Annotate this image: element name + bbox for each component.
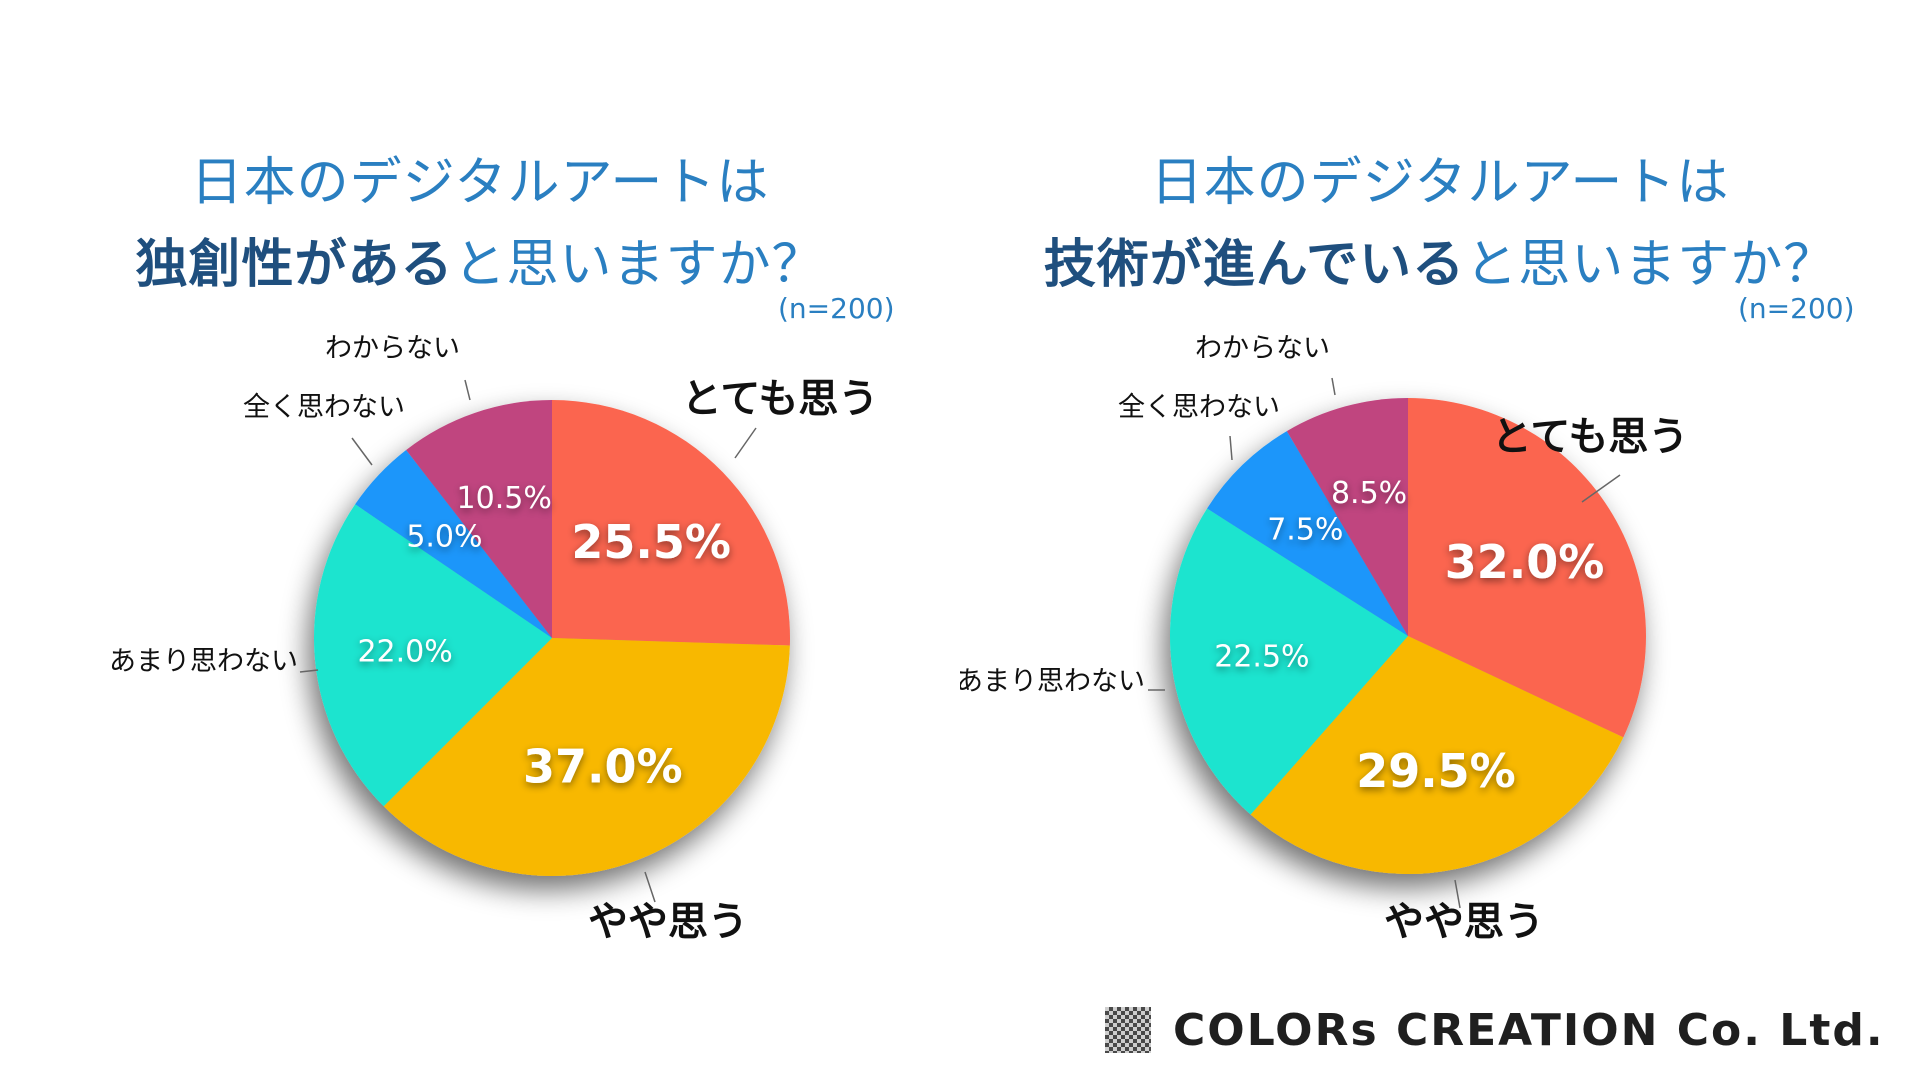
pie-slice — [1250, 636, 1624, 874]
chart-title-emphasis: 技術が進んでいる — [1043, 235, 1466, 295]
chart-title-line2: 独創性があると思いますか？ — [0, 222, 960, 297]
pie-slice — [1286, 398, 1408, 636]
category-label: あまり思わない — [109, 646, 298, 677]
data-label: 10.5% — [457, 481, 552, 516]
data-label: 7.5% — [1267, 513, 1343, 548]
data-label: 37.0% — [523, 739, 683, 793]
company-name: COLORs CREATION Co. Ltd. — [1173, 1004, 1885, 1056]
category-label: やや思う — [588, 899, 748, 945]
category-label: あまり思わない — [960, 666, 1145, 697]
chart-title-emphasis: 独創性がある — [135, 235, 454, 295]
data-label: 8.5% — [1331, 476, 1407, 511]
category-label: やや思う — [1384, 899, 1544, 945]
leader-line — [1454, 879, 1461, 909]
leader-line — [299, 669, 319, 673]
data-label: 29.5% — [1356, 744, 1516, 798]
sample-size: (n=200) — [1738, 292, 1855, 325]
company-logo: COLORs CREATION Co. Ltd. — [1105, 1004, 1885, 1056]
leader-line — [734, 427, 757, 459]
data-label: 22.5% — [1214, 639, 1309, 674]
pie-slice — [314, 504, 552, 807]
leader-line — [464, 379, 471, 401]
chart-title-line2: 技術が進んでいると思いますか？ — [960, 222, 1920, 297]
leader-line — [351, 437, 373, 466]
pie-slice — [1170, 508, 1408, 815]
leader-line — [1581, 474, 1621, 503]
pie-slice — [1408, 398, 1646, 738]
pie-chart: 25.5% とても思う 37.0% やや思う 22.0% あまり思わない 5.0% 全く思わな… — [109, 333, 879, 945]
pie-slice — [1207, 431, 1408, 636]
chart-title-rest: と思いますか？ — [1465, 235, 1837, 295]
data-label: 25.5% — [571, 515, 731, 569]
pie-slice — [355, 449, 552, 638]
data-label: 32.0% — [1445, 535, 1605, 589]
category-label: 全く思わない — [243, 392, 405, 423]
checker-logo-icon — [1105, 1007, 1151, 1053]
category-label: わからない — [325, 333, 460, 364]
category-label: とても思う — [682, 376, 879, 422]
chart-right: 日本のデジタルアートは 技術が進んでいると思いますか？ (n=200) 32.0… — [960, 0, 1920, 1080]
pie-chart: 32.0% とても思う 29.5% やや思う 22.5% あまり思わない 7.5% 全く思わな… — [960, 333, 1689, 945]
category-label: とても思う — [1492, 414, 1689, 460]
chart-left: 日本のデジタルアートは 独創性があると思いますか？ (n=200) 25.5% と… — [0, 153, 960, 945]
category-label: 全く思わない — [1118, 392, 1280, 423]
leader-line — [1331, 377, 1336, 396]
pie-slice — [383, 638, 790, 876]
sample-size: (n=200) — [778, 292, 895, 325]
chart-title-line1: 日本のデジタルアートは — [1150, 153, 1730, 213]
data-label: 5.0% — [406, 519, 482, 554]
pie-slice — [552, 400, 791, 646]
pie-slice — [406, 400, 552, 638]
data-label: 22.0% — [357, 634, 452, 669]
leader-line — [644, 871, 656, 903]
chart-title-line1: 日本のデジタルアートは — [190, 153, 770, 213]
leader-line — [1229, 435, 1233, 461]
chart-title-rest: と思いますか？ — [453, 235, 825, 295]
category-label: わからない — [1195, 333, 1330, 364]
